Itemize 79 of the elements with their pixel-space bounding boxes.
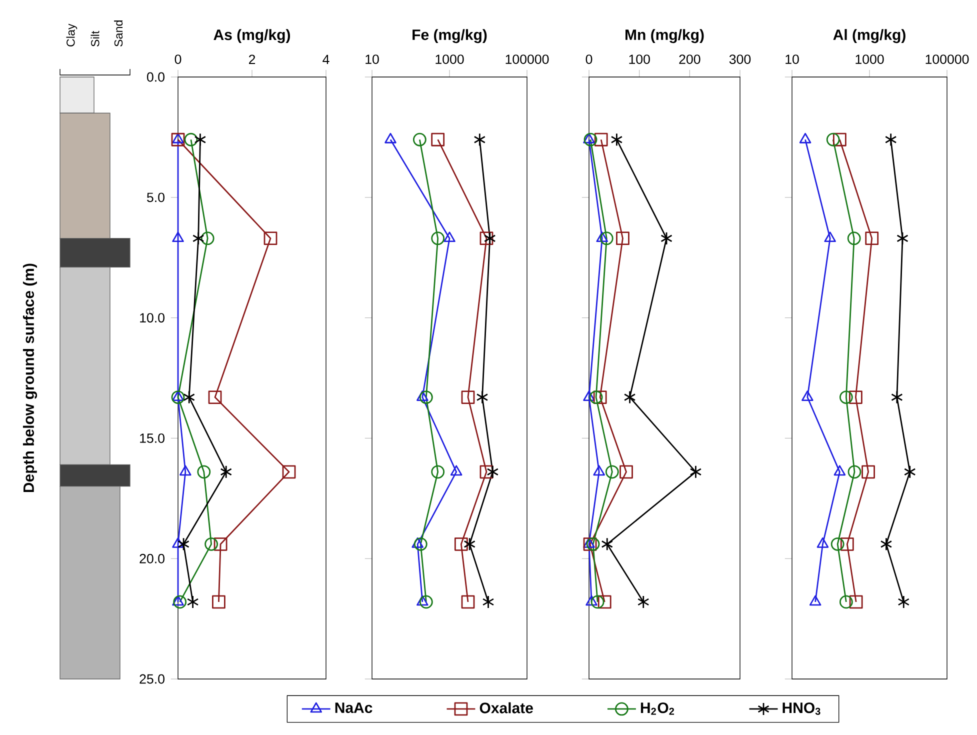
x-tick-label: 2 [248,54,256,64]
point [620,465,633,479]
point [586,537,600,551]
point [583,132,595,144]
y-tick-label: 15.0 [140,433,164,443]
point [610,132,623,146]
y-tick-label: 25.0 [140,674,164,684]
x-tick-label: 300 [729,54,751,64]
point [624,390,636,404]
point [282,465,296,479]
point [593,465,605,476]
legend-label: HNO$_{3}$ [782,702,820,715]
text: Sand [114,20,123,46]
point [194,132,206,146]
chart-title: As (mg/kg) [214,29,290,44]
point [583,390,595,401]
point [173,595,187,609]
x-tick-label: 1000 [436,54,464,64]
point [601,537,614,551]
point [172,595,184,606]
point [208,390,222,404]
point [616,232,630,246]
point [584,132,598,146]
point [583,537,595,548]
point [264,232,278,246]
point [593,390,607,404]
point [180,465,192,476]
x-tick-label: 4 [322,54,330,64]
x-tick-label: 10 [786,54,799,64]
legend-label: NaAc [335,702,372,714]
legend-label: H$_{2}$O$_{2}$ [640,702,674,715]
y-axis-title: Depth below ground surface (m) [22,264,38,492]
point [197,465,211,479]
point [172,132,184,144]
point [583,537,597,551]
point [172,390,184,401]
point [172,537,184,548]
point [690,465,702,479]
x-tick-label: 1000 [856,54,884,64]
point [212,595,226,609]
point [184,132,198,146]
x-tick-label: 100000 [926,54,969,64]
point [171,390,185,404]
text: Clay [66,24,78,46]
point [589,390,603,404]
point [594,132,608,146]
point [605,465,619,479]
point [178,537,190,551]
point [200,232,214,246]
x-tick-label: 100 [629,54,650,64]
y-tick-label: 10.0 [140,313,164,323]
legend-label: Oxalate [480,702,533,714]
point [204,537,218,551]
x-tick-label: 200 [679,54,700,64]
point [596,232,608,242]
x-tick-label: 100000 [506,54,549,64]
x-tick-label: 10 [366,54,379,64]
text: Silt [90,30,100,46]
y-tick-label: 5.0 [146,192,164,202]
chart-title: Al (mg/kg) [833,29,906,44]
point [600,232,614,246]
point [586,595,598,606]
x-tick-label: 0 [586,54,592,64]
chart-title: Mn (mg/kg) [626,29,704,44]
point [171,132,185,146]
y-tick-label: 20.0 [140,554,164,564]
chart-title: Fe (mg/kg) [412,29,487,44]
point [660,232,672,246]
y-tick-label: 0.0 [146,72,164,82]
point [590,595,604,609]
point [183,390,195,404]
point [220,465,232,479]
point [598,595,612,609]
point [186,595,199,609]
point [637,595,650,609]
point [172,232,184,242]
point [192,232,204,246]
point [214,537,228,551]
x-tick-label: 0 [174,54,182,64]
